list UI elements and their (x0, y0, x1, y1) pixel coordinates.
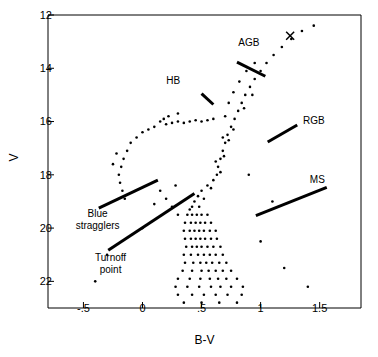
svg-text:14: 14 (40, 62, 52, 74)
svg-text:18: 18 (40, 169, 52, 181)
svg-text:.5: .5 (197, 302, 206, 314)
svg-text:12: 12 (40, 9, 52, 21)
svg-text:AGB: AGB (238, 37, 259, 48)
svg-text:B-V: B-V (194, 333, 214, 347)
svg-text:1: 1 (258, 302, 264, 314)
svg-text:0: 0 (139, 302, 145, 314)
svg-text:1.5: 1.5 (312, 302, 327, 314)
svg-text:-.5: -.5 (77, 302, 90, 314)
svg-text:HB: HB (166, 75, 180, 86)
svg-text:Bluestragglers: Bluestragglers (76, 208, 120, 231)
svg-text:22: 22 (40, 275, 52, 287)
svg-text:V: V (8, 153, 21, 161)
svg-text:Turnoffpoint: Turnoffpoint (95, 252, 126, 275)
svg-text:RGB: RGB (303, 115, 325, 126)
svg-text:16: 16 (40, 115, 52, 127)
svg-text:MS: MS (310, 174, 325, 185)
svg-text:20: 20 (40, 222, 52, 234)
